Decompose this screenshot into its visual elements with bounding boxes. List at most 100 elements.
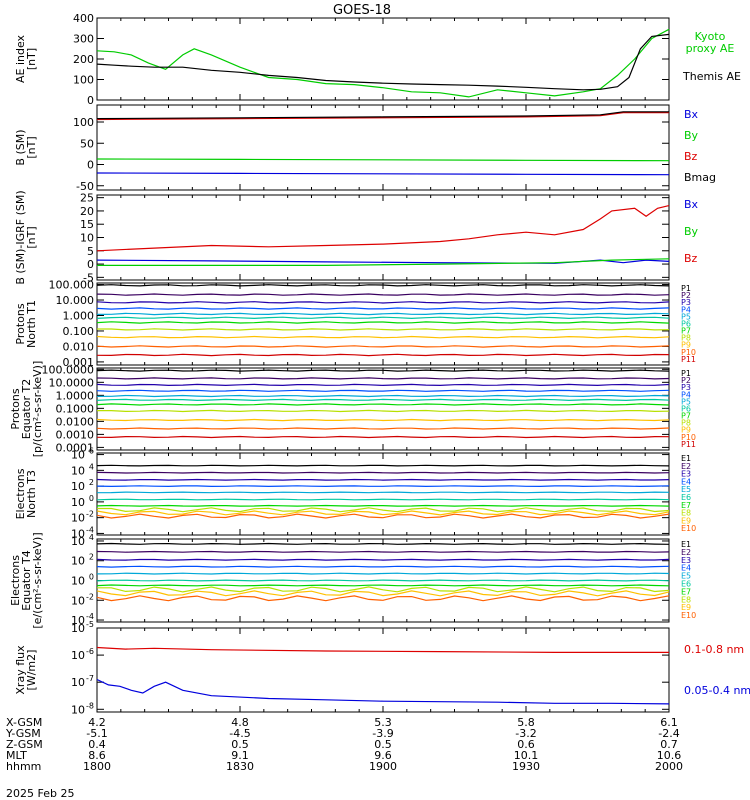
channel-legend-p8: P8	[681, 419, 691, 428]
channel-line-e3	[96, 478, 670, 481]
legend-by: By	[684, 129, 699, 142]
y-tick-label: 400	[73, 12, 94, 25]
channel-legend-e5: E5	[681, 572, 691, 581]
footer-tick-x_gsm: 4.2	[88, 716, 106, 729]
y-axis-label: Protons	[9, 388, 22, 429]
panel-prot_t2: 100.000010.00001.00000.10000.01000.00100…	[9, 361, 696, 458]
y-tick-label: 10	[71, 649, 85, 662]
legend-bx: Bx	[684, 108, 699, 121]
y-tick-exponent: 0	[89, 573, 94, 582]
channel-legend-e3: E3	[681, 556, 691, 565]
y-tick-label: 100.000	[49, 279, 95, 292]
channel-line-p11	[96, 353, 670, 357]
footer-tick-hhmm: 1830	[226, 760, 254, 773]
footer-tick-y_gsm: -3.2	[515, 727, 536, 740]
y-tick-label: 10	[71, 464, 85, 477]
channel-legend-e8: E8	[681, 509, 691, 518]
series-line-bz	[96, 111, 669, 121]
y-tick-exponent: 0	[89, 494, 94, 503]
channel-legend-p7: P7	[681, 327, 691, 336]
channel-line-e3	[96, 558, 670, 561]
channel-legend-e1: E1	[681, 454, 691, 463]
channel-legend-p5: P5	[681, 312, 691, 321]
footer-row-label: hhmm	[6, 760, 41, 773]
footer-tick-x_gsm: 5.8	[517, 716, 535, 729]
channel-legend-e8: E8	[681, 595, 691, 604]
footer-tick-z_gsm: 0.7	[660, 738, 678, 751]
channel-legend-p10: P10	[681, 348, 696, 357]
y-tick-label: 100	[73, 116, 94, 129]
channel-line-p7	[96, 321, 670, 324]
y-tick-exponent: -5	[86, 620, 94, 629]
channel-legend-e6: E6	[681, 580, 691, 589]
footer-tick-z_gsm: 0.5	[374, 738, 392, 751]
y-tick-label: 10	[71, 527, 85, 540]
y-tick-label: 10	[71, 449, 85, 462]
footer-tick-x_gsm: 5.3	[374, 716, 392, 729]
footer-tick-y_gsm: -4.5	[229, 727, 250, 740]
series-line-bz	[96, 205, 670, 252]
channel-line-e9	[96, 510, 670, 516]
channel-legend-p1: P1	[681, 369, 691, 378]
series-line-themis-ae	[96, 33, 670, 91]
channel-legend-e3: E3	[681, 470, 691, 479]
y-tick-label: 25	[80, 192, 94, 205]
legend-bz: Bz	[684, 252, 698, 265]
channel-legend-e7: E7	[681, 501, 691, 510]
y-tick-label: 10	[71, 703, 85, 716]
y-tick-exponent: -6	[86, 647, 94, 656]
y-tick-label: 0.100	[63, 325, 95, 338]
y-tick-label: 1.0000	[56, 389, 95, 402]
channel-line-p1	[96, 284, 670, 287]
channel-line-p1	[96, 369, 670, 372]
channel-legend-p1: P1	[681, 284, 691, 293]
footer-tick-z_gsm: 0.5	[231, 738, 249, 751]
channel-legend-p2: P2	[681, 376, 691, 385]
y-tick-label: 200	[73, 53, 94, 66]
y-axis-label: B (SM)	[14, 129, 27, 165]
y-tick-label: 0.010	[63, 340, 95, 353]
y-tick-exponent: -4	[86, 525, 94, 534]
footer-tick-mlt: 9.6	[374, 749, 392, 762]
channel-line-p11	[96, 435, 670, 439]
panel-prot_t1: 100.000 10.000 1.000 0.100 0.010 0.001 Protons…	[14, 279, 696, 369]
legend-kyoto-proxy-ae: proxy AE	[686, 42, 735, 55]
channel-line-p5	[96, 394, 670, 398]
panel-bsm: -50 0 50 100 B (SM)[nT] Bx By Bz Bmag	[14, 104, 716, 193]
series-line-bmag	[96, 111, 669, 120]
footer-tick-y_gsm: -5.1	[86, 727, 107, 740]
footer-row-label: X-GSM	[6, 716, 42, 729]
channel-line-e5	[96, 572, 670, 575]
channel-legend-e7: E7	[681, 587, 691, 596]
channel-line-e10	[96, 595, 670, 602]
series-line-kyoto-proxy-ae	[96, 28, 670, 98]
channel-line-e8	[97, 507, 670, 513]
channel-line-p8	[97, 409, 670, 413]
series-line-0-05-0-4-nm	[96, 678, 670, 705]
y-axis-label: [nT]	[25, 136, 38, 158]
channel-legend-e9: E9	[681, 603, 691, 612]
channel-legend-p4: P4	[681, 390, 691, 399]
y-axis-label: [p/(cm²-s-sr-keV)]	[31, 361, 44, 458]
channel-legend-p10: P10	[681, 433, 696, 442]
y-axis-label: Equator T4	[20, 550, 33, 610]
y-axis-label: North T3	[25, 470, 38, 518]
channel-legend-e9: E9	[681, 516, 691, 525]
channel-line-e9	[96, 590, 670, 597]
channel-legend-p9: P9	[681, 341, 691, 350]
channel-legend-e2: E2	[681, 548, 691, 557]
y-tick-label: 50	[80, 137, 94, 150]
channel-line-e5	[96, 491, 670, 494]
y-tick-label: 10	[71, 622, 85, 635]
channel-line-e6	[96, 498, 670, 501]
footer-tick-hhmm: 1930	[512, 760, 540, 773]
channel-legend-p11: P11	[681, 440, 696, 449]
channel-legend-e10: E10	[681, 524, 696, 533]
channel-legend-e1: E1	[681, 540, 691, 549]
panel-frame	[96, 627, 670, 713]
y-tick-label: 0	[87, 159, 94, 172]
y-tick-label: 100.0000	[42, 363, 95, 376]
